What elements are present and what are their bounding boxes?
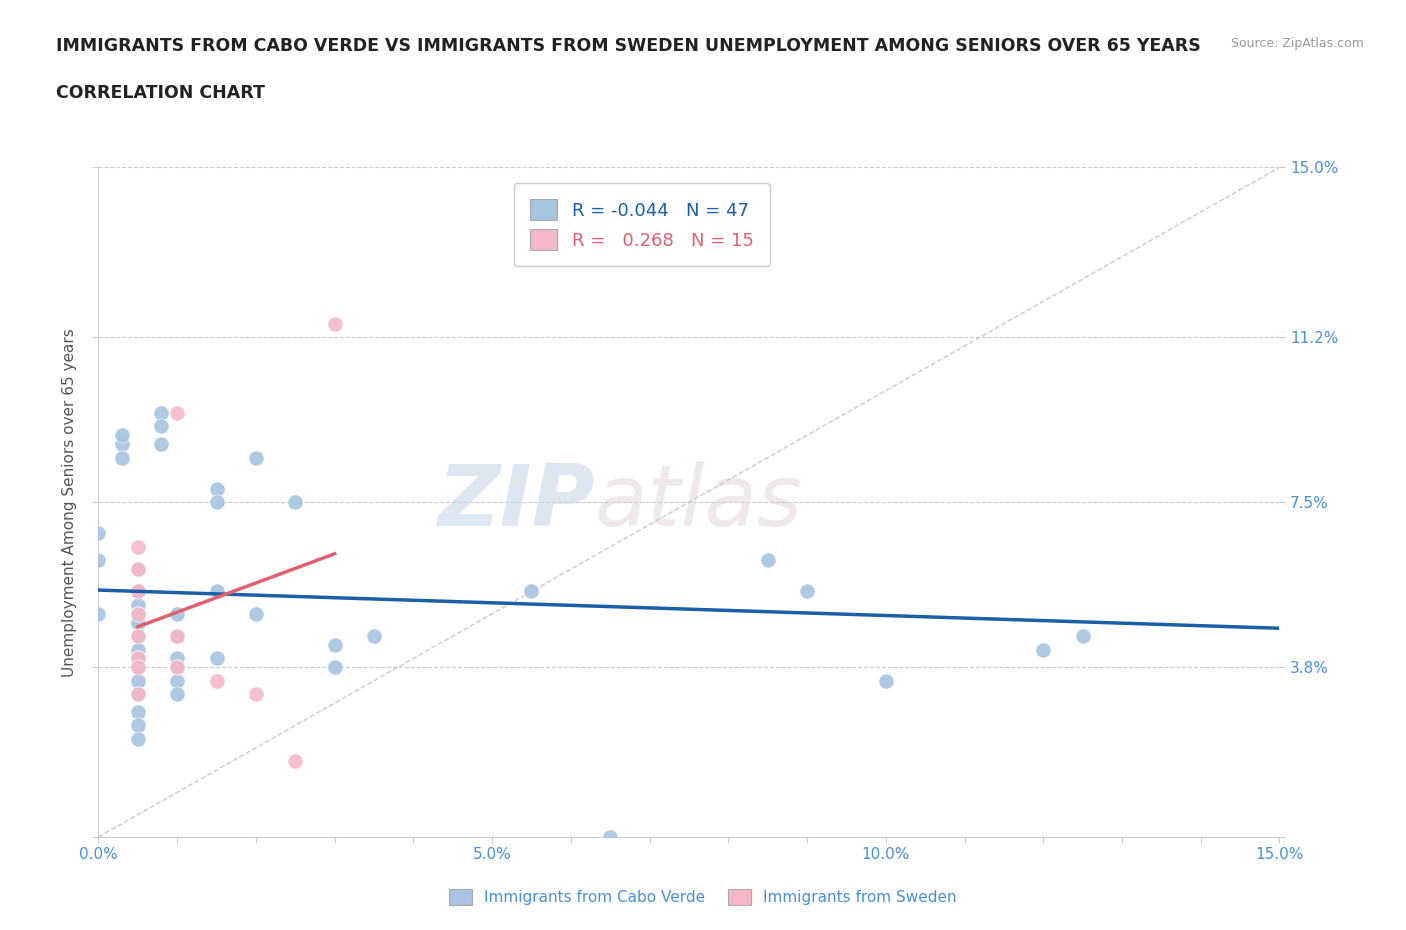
Point	[111, 450, 134, 465]
Text: IMMIGRANTS FROM CABO VERDE VS IMMIGRANTS FROM SWEDEN UNEMPLOYMENT AMONG SENIORS : IMMIGRANTS FROM CABO VERDE VS IMMIGRANTS…	[56, 37, 1201, 55]
Point	[127, 731, 149, 746]
Point	[166, 405, 188, 420]
Point	[127, 629, 149, 644]
Point	[127, 705, 149, 720]
Point	[150, 437, 173, 452]
Point	[127, 629, 149, 644]
Point	[87, 526, 110, 541]
Point	[323, 316, 346, 331]
Text: ZIP: ZIP	[437, 460, 595, 544]
Point	[111, 437, 134, 452]
Point	[127, 597, 149, 612]
Point	[127, 718, 149, 733]
Point	[245, 686, 267, 701]
Text: atlas: atlas	[595, 460, 803, 544]
Point	[875, 673, 897, 688]
Point	[87, 606, 110, 621]
Point	[127, 616, 149, 631]
Point	[323, 638, 346, 653]
Point	[127, 562, 149, 577]
Point	[1032, 642, 1054, 657]
Point	[127, 660, 149, 675]
Point	[127, 686, 149, 701]
Point	[150, 405, 173, 420]
Point	[127, 584, 149, 599]
Point	[127, 606, 149, 621]
Point	[599, 830, 621, 844]
Point	[127, 651, 149, 666]
Point	[166, 660, 188, 675]
Point	[1071, 629, 1094, 644]
Point	[150, 418, 173, 433]
Point	[127, 651, 149, 666]
Point	[560, 249, 582, 264]
Point	[284, 753, 307, 768]
Point	[127, 642, 149, 657]
Point	[87, 552, 110, 567]
Point	[166, 651, 188, 666]
Point	[205, 584, 228, 599]
Text: Source: ZipAtlas.com: Source: ZipAtlas.com	[1230, 37, 1364, 50]
Point	[111, 428, 134, 443]
Legend: R = -0.044   N = 47, R =   0.268   N = 15: R = -0.044 N = 47, R = 0.268 N = 15	[513, 183, 769, 266]
Point	[205, 651, 228, 666]
Y-axis label: Unemployment Among Seniors over 65 years: Unemployment Among Seniors over 65 years	[62, 328, 77, 677]
Point	[796, 584, 818, 599]
Legend: Immigrants from Cabo Verde, Immigrants from Sweden: Immigrants from Cabo Verde, Immigrants f…	[441, 882, 965, 913]
Point	[323, 660, 346, 675]
Point	[166, 629, 188, 644]
Point	[166, 629, 188, 644]
Point	[127, 673, 149, 688]
Point	[127, 539, 149, 554]
Point	[166, 660, 188, 675]
Point	[756, 552, 779, 567]
Point	[205, 673, 228, 688]
Point	[245, 606, 267, 621]
Point	[245, 450, 267, 465]
Point	[284, 495, 307, 510]
Point	[127, 660, 149, 675]
Point	[363, 629, 385, 644]
Point	[127, 562, 149, 577]
Point	[166, 606, 188, 621]
Point	[520, 584, 543, 599]
Point	[166, 686, 188, 701]
Point	[166, 673, 188, 688]
Point	[127, 686, 149, 701]
Point	[205, 495, 228, 510]
Text: CORRELATION CHART: CORRELATION CHART	[56, 84, 266, 101]
Point	[205, 482, 228, 497]
Point	[127, 584, 149, 599]
Point	[127, 606, 149, 621]
